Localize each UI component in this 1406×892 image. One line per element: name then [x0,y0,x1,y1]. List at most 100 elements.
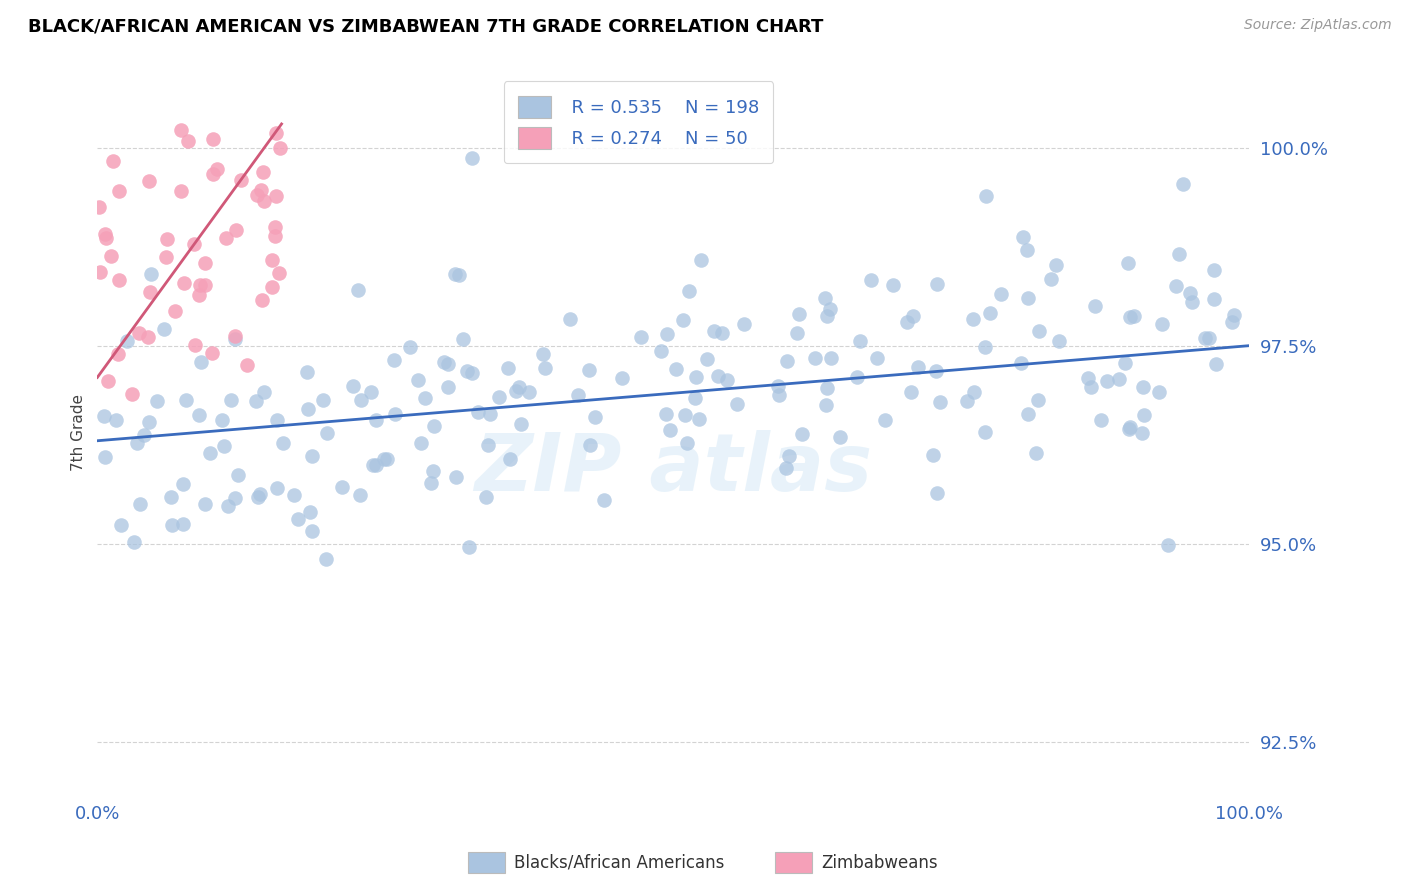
Point [974,425,997,439]
Point [685,370,707,384]
Point [107,347,129,361]
Point [849,334,872,348]
Point [815,398,838,412]
Point [269,141,291,155]
Point [250,183,273,197]
Point [253,194,276,208]
Text: BLACK/AFRICAN AMERICAN VS ZIMBABWEAN 7TH GRADE CORRELATION CHART: BLACK/AFRICAN AMERICAN VS ZIMBABWEAN 7TH… [28,18,824,36]
Point [1116,256,1139,270]
Point [211,413,233,427]
Point [1108,372,1130,386]
Point [963,385,986,400]
Point [217,500,239,514]
Point [312,392,335,407]
Point [449,268,471,283]
Point [219,393,242,408]
Point [979,306,1001,320]
Point [413,391,436,405]
Point [236,358,259,372]
Point [165,304,187,318]
Point [170,184,193,198]
Point [105,413,128,427]
Point [846,370,869,384]
Point [94,231,117,245]
Point [1133,408,1156,422]
Point [264,189,287,203]
Point [650,344,672,359]
Point [170,122,193,136]
Point [900,385,922,400]
Point [458,540,481,554]
Point [1083,299,1105,313]
Point [253,384,276,399]
Point [990,286,1012,301]
Point [364,458,387,473]
Point [467,405,489,419]
Point [202,167,225,181]
Point [108,184,131,198]
Point [578,437,600,451]
Point [1119,310,1142,324]
Point [159,490,181,504]
Point [578,363,600,377]
Point [316,425,339,440]
Point [787,307,810,321]
Point [139,267,162,281]
Point [815,309,838,323]
Point [1150,317,1173,331]
Point [1202,263,1225,277]
Point [818,302,841,317]
Point [658,423,681,437]
Point [249,487,271,501]
Point [266,481,288,495]
Point [1011,230,1033,244]
Point [134,428,156,442]
Point [1156,538,1178,552]
Point [444,267,467,281]
Point [505,384,527,399]
Point [245,393,267,408]
Point [125,436,148,450]
Point [1220,315,1243,329]
Point [456,364,478,378]
Point [115,334,138,348]
Point [672,313,695,327]
Point [1010,356,1032,370]
Point [271,436,294,450]
Point [188,288,211,302]
Point [194,256,217,270]
Point [101,153,124,168]
Point [956,393,979,408]
Point [725,397,748,411]
Point [201,132,224,146]
Point [778,449,800,463]
Point [929,395,952,409]
Point [820,351,842,365]
Point [177,135,200,149]
Point [262,280,284,294]
Point [193,497,215,511]
Point [517,384,540,399]
Point [347,283,370,297]
Point [499,451,522,466]
Point [766,379,789,393]
Point [673,408,696,422]
Point [433,355,456,369]
Point [655,407,678,421]
Point [1132,380,1154,394]
Point [1222,308,1244,322]
Text: Source: ZipAtlas.com: Source: ZipAtlas.com [1244,18,1392,32]
Point [1040,272,1063,286]
Point [1147,385,1170,400]
Point [1171,177,1194,191]
Point [1017,291,1039,305]
Point [214,231,236,245]
Point [1028,324,1050,338]
Point [901,310,924,324]
Point [475,490,498,504]
Point [866,351,889,366]
Point [703,324,725,338]
Point [361,458,384,473]
Point [775,461,797,475]
Point [97,374,120,388]
